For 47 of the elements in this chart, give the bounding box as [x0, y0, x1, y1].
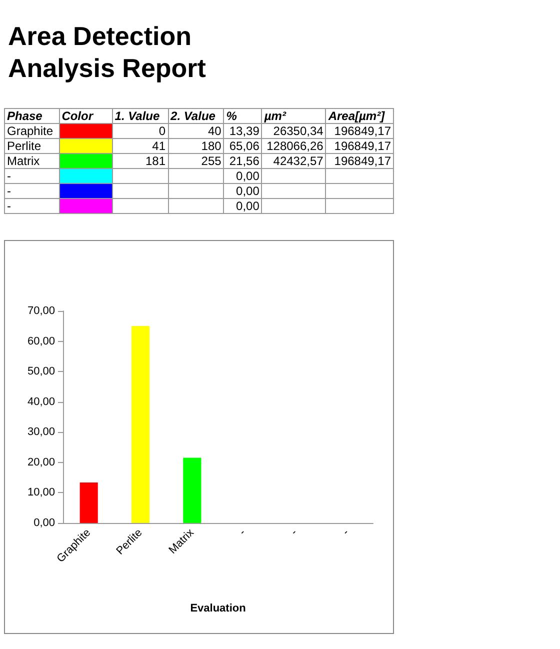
text: 21,56: [224, 154, 262, 168]
text: %: [224, 108, 262, 124]
text: -: [4, 168, 60, 184]
text: Area Detection Analysis Report: [8, 20, 207, 84]
y-tick-label: 30,00: [27, 426, 55, 438]
x-tick-label: -: [236, 526, 248, 538]
text: 181: [112, 154, 168, 168]
text: Phase: [4, 108, 60, 124]
text: 65,06: [224, 138, 262, 154]
text: µm²: [262, 108, 326, 124]
x-tick-label: -: [340, 526, 352, 538]
text: 0: [112, 124, 168, 138]
text: 255: [168, 154, 224, 168]
text: -: [4, 184, 60, 198]
text: 128066,26: [262, 138, 326, 154]
text: 41: [112, 138, 168, 154]
text: -: [4, 198, 60, 214]
text: Perlite: [4, 138, 60, 154]
text: 0,00: [224, 184, 262, 198]
x-axis-title: Evaluation: [190, 602, 246, 614]
bar: [131, 326, 150, 523]
text: 0,00: [224, 198, 262, 214]
text: 26350,34: [262, 124, 326, 138]
text: 42432,57: [262, 154, 326, 168]
y-tick-label: 0,00: [34, 517, 55, 529]
x-tick-label: -: [288, 526, 300, 538]
y-tick-label: 20,00: [27, 456, 55, 468]
y-tick-label: 10,00: [27, 486, 55, 499]
text: 0,00: [224, 168, 262, 184]
text: Area[µm²]: [326, 108, 394, 124]
y-tick-label: 70,00: [27, 305, 55, 317]
bar: [80, 482, 98, 523]
text: 196849,17: [326, 124, 394, 138]
text: 180: [168, 138, 224, 154]
text: 196849,17: [326, 138, 394, 154]
text: Graphite: [4, 124, 60, 138]
text: 1. Value: [112, 108, 168, 124]
text: 13,39: [224, 124, 262, 138]
bar: [183, 458, 202, 523]
y-tick-label: 60,00: [27, 335, 55, 348]
text: 40: [168, 124, 224, 138]
y-tick-label: 50,00: [27, 366, 55, 378]
text: 2. Value: [168, 108, 224, 124]
text: Matrix: [4, 154, 60, 168]
text: Color: [59, 108, 112, 124]
text: 196849,17: [326, 154, 394, 168]
y-tick-label: 40,00: [27, 396, 55, 408]
